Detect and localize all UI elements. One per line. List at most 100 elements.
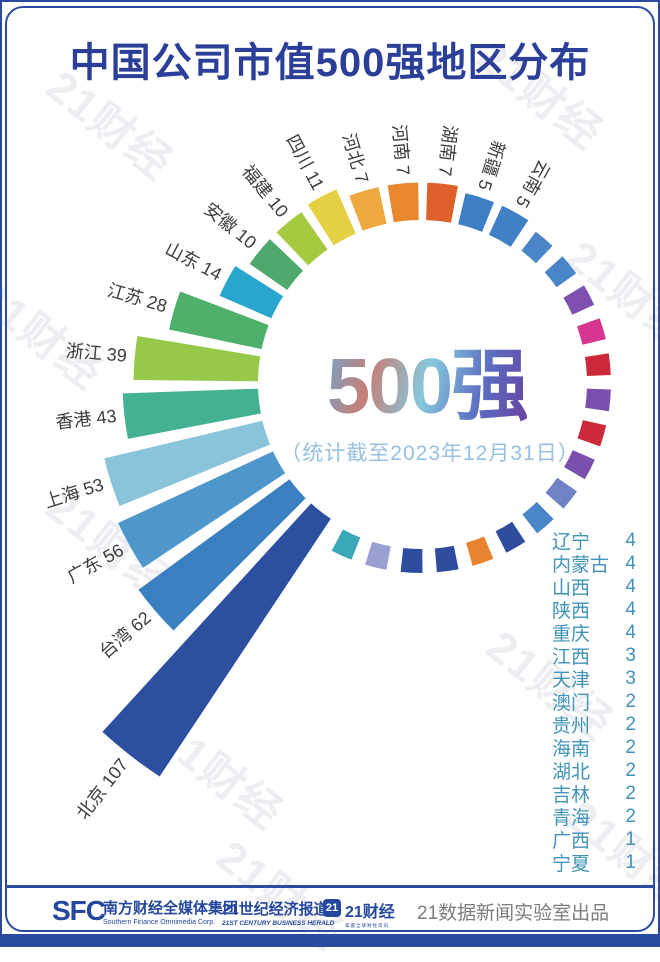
region-label: 台湾 62 (96, 607, 155, 662)
ring-dash (400, 548, 423, 574)
region-bar (138, 479, 306, 631)
region-label: 四川 11 (282, 131, 328, 193)
region-label: 香港 43 (55, 406, 118, 433)
page-title: 中国公司市值500强地区分布 (69, 41, 591, 85)
ring-dash (521, 231, 553, 264)
sfc-logo: SFC (52, 895, 106, 926)
region-label: 河南 7 (389, 124, 414, 177)
region-value: 4 (625, 575, 636, 597)
region-label: 福建 10 (238, 161, 292, 221)
region-value: 2 (625, 713, 636, 735)
ring-dash (585, 353, 611, 376)
region-label: 广东 56 (64, 540, 127, 587)
region-value: 4 (625, 552, 636, 574)
region-name: 陕西 (552, 601, 591, 622)
region-value: 2 (625, 736, 636, 758)
region-bar (219, 266, 284, 319)
list-item: 宁夏 1 (552, 851, 636, 876)
region-name: 海南 (552, 739, 591, 760)
ring-dash (466, 536, 494, 566)
frame-edge-top (0, 0, 660, 2)
region-name: 山西 (552, 578, 591, 599)
ring-dash (544, 256, 577, 288)
ring-dash (522, 501, 554, 534)
region-bar (276, 212, 328, 266)
region-value: 4 (625, 621, 636, 643)
frame-edge-right (658, 0, 660, 947)
list-item: 天津 3 (552, 667, 636, 692)
ring-dash (331, 529, 361, 560)
ring-dash (563, 285, 595, 315)
list-item: 吉林 2 (552, 782, 636, 807)
list-item: 山西 4 (552, 575, 636, 600)
region-bar (307, 189, 356, 246)
region-bar (122, 388, 261, 439)
region-bar (349, 187, 387, 231)
region-name: 贵州 (552, 716, 591, 737)
region-bar (249, 239, 303, 290)
region-label: 河北 7 (339, 131, 373, 186)
region-bar (426, 182, 458, 223)
region-bar (102, 503, 331, 777)
list-item: 贵州 2 (552, 713, 636, 738)
sfc-subtitle: Southern Finance Omnimedia Corp. (103, 919, 216, 926)
region-name: 内蒙古 (552, 555, 610, 576)
list-item: 重庆 4 (552, 621, 636, 646)
region-bar (133, 336, 261, 382)
region-value: 3 (625, 644, 636, 666)
small-regions-list: 辽宁 4 内蒙古 4 山西 4 陕西 4 重庆 4 江西 3 天津 3 澳门 2 贵州 2 海南 2 湖北 2 吉林 2 青海 2… (552, 529, 636, 876)
ring-dash (545, 477, 577, 509)
footer-divider (5, 885, 655, 888)
region-value: 2 (625, 782, 636, 804)
region-value: 4 (625, 529, 636, 551)
herald-name: 21世纪经济报道 (222, 901, 329, 918)
list-item: 海南 2 (552, 736, 636, 761)
region-name: 江西 (552, 647, 591, 668)
region-name: 吉林 (552, 785, 591, 806)
region-name: 广西 (552, 831, 591, 852)
region-value: 3 (625, 667, 636, 689)
ring-dash (564, 450, 595, 480)
21-app-tagline: 掌握全球财经资讯 (345, 923, 389, 928)
region-bar (118, 451, 286, 568)
list-item: 青海 2 (552, 805, 636, 830)
list-item: 湖北 2 (552, 759, 636, 784)
region-name: 湖北 (552, 762, 591, 783)
region-label: 江苏 28 (105, 280, 169, 316)
list-item: 澳门 2 (552, 690, 636, 715)
region-value: 2 (625, 690, 636, 712)
region-label: 山东 14 (162, 238, 225, 284)
credit-text: 21数据新闻实验室出品 (417, 903, 610, 924)
region-label: 上海 53 (42, 474, 106, 512)
region-bar (458, 193, 494, 232)
region-label: 北京 107 (73, 755, 133, 823)
herald-subtitle: 21ST CENTURY BUSINESS HERALD (222, 920, 335, 927)
region-name: 青海 (552, 808, 591, 829)
region-name: 澳门 (552, 693, 591, 714)
ring-dash (434, 545, 459, 573)
sfc-brand: 南方财经全媒体集团 Southern Finance Omnimedia Cor… (103, 897, 239, 926)
region-name: 辽宁 (552, 532, 591, 553)
region-name: 宁夏 (552, 854, 591, 875)
region-bar (488, 205, 529, 247)
region-value: 2 (625, 759, 636, 781)
21-app-badge-icon: 21 (323, 899, 341, 917)
ring-dash (365, 541, 391, 570)
region-bar (387, 182, 419, 223)
region-name: 天津 (552, 670, 591, 691)
chart-center-note: （统计截至2023年12月31日） (280, 442, 580, 465)
list-item: 辽宁 4 (552, 529, 636, 554)
region-label: 湖南 7 (435, 124, 460, 177)
region-label: 浙江 39 (65, 341, 128, 366)
list-item: 内蒙古 4 (552, 552, 636, 577)
region-value: 2 (625, 805, 636, 827)
ring-dash (577, 420, 607, 447)
region-value: 1 (625, 828, 636, 850)
sfc-name: 南方财经全媒体集团 (103, 900, 239, 917)
frame-edge-left (0, 0, 2, 947)
list-item: 广西 1 (552, 828, 636, 853)
region-label: 安徽 10 (200, 199, 260, 253)
region-bar (104, 420, 271, 506)
ring-dash (585, 388, 611, 412)
21-app-name: 21财经 (345, 904, 395, 921)
